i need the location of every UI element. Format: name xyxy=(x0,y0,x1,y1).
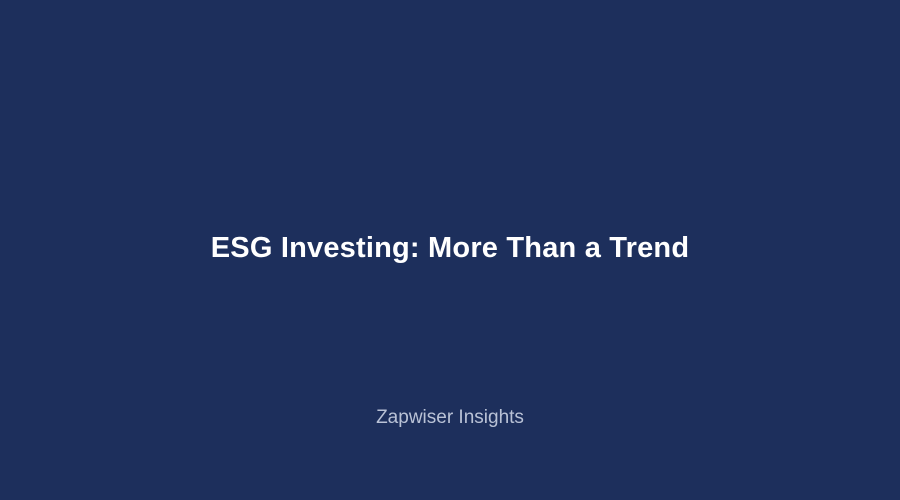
brand-footer: Zapwiser Insights xyxy=(376,407,524,428)
slide-title: ESG Investing: More Than a Trend xyxy=(210,232,690,264)
